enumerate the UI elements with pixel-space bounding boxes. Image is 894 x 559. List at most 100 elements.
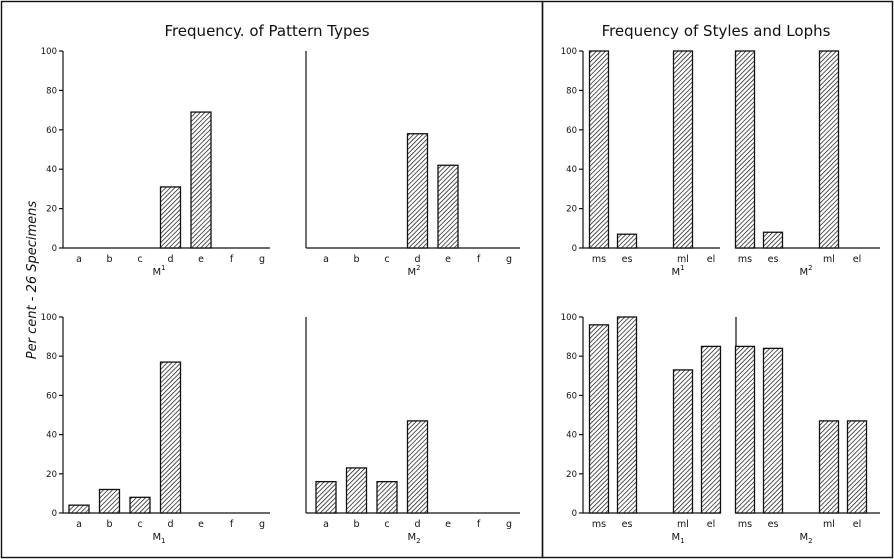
bar-a	[68, 504, 90, 514]
bar-el	[846, 420, 868, 514]
x-tick-label-g: g	[259, 519, 265, 530]
y-tick-label: 60	[566, 391, 577, 401]
x-tick-label-a: a	[76, 254, 82, 265]
x-tick-label-a: a	[76, 519, 82, 530]
y-tick-label: 0	[572, 244, 577, 254]
panel-label: M2	[407, 532, 420, 545]
chart-panel-5: 0 20 40 60 80 100 ms es ml el M1	[561, 47, 720, 278]
x-tick-label-b: b	[353, 519, 359, 530]
bar-ms	[734, 345, 756, 514]
x-tick-label-e: e	[445, 519, 451, 530]
y-tick-label: 0	[52, 509, 57, 519]
x-tick-label-b: b	[106, 254, 112, 265]
title-pattern-types: Frequency. of Pattern Types	[164, 22, 369, 40]
x-tick-label-el: el	[707, 519, 715, 530]
x-tick-label-f: f	[230, 519, 234, 530]
bar-b	[345, 467, 368, 514]
panels: 0 20 40 60 80 100 a b c d e f g M1 a b c d e f g M2 0 20 40 60 80 1…	[41, 47, 880, 545]
x-tick-label-ml: ml	[823, 519, 835, 530]
bar-ms	[734, 50, 756, 249]
x-tick-label-c: c	[384, 519, 389, 530]
bar-es	[762, 347, 784, 514]
x-tick-label-d: d	[414, 519, 420, 530]
y-axis-label: Per cent - 26 Specimens	[25, 201, 40, 360]
x-tick-label-g: g	[506, 254, 512, 265]
bar-d	[406, 133, 429, 249]
x-tick-label-el: el	[853, 254, 861, 265]
panel-label: M2	[799, 264, 812, 278]
bar-b	[98, 488, 121, 514]
x-tick-label-ms: ms	[738, 519, 752, 530]
x-tick-label-d: d	[167, 519, 173, 530]
title-styles-lophs: Frequency of Styles and Lophs	[602, 22, 831, 40]
x-tick-label-c: c	[384, 254, 389, 265]
x-tick-label-es: es	[622, 254, 633, 265]
x-tick-label-f: f	[477, 254, 481, 265]
panel-label: M1	[152, 264, 165, 278]
x-tick-label-e: e	[198, 519, 204, 530]
y-tick-label: 60	[46, 391, 57, 401]
panel-label: M1	[671, 264, 684, 278]
y-tick-label: 0	[572, 509, 577, 519]
panel-label: M2	[407, 264, 420, 278]
x-tick-label-a: a	[323, 519, 329, 530]
bar-d	[159, 186, 182, 249]
x-tick-label-a: a	[323, 254, 329, 265]
bar-ml	[818, 50, 840, 249]
x-tick-label-el: el	[853, 519, 861, 530]
x-tick-label-ml: ml	[677, 254, 689, 265]
x-tick-label-g: g	[506, 519, 512, 530]
y-tick-label: 40	[566, 165, 577, 175]
y-tick-label: 80	[566, 86, 577, 96]
x-tick-label-ms: ms	[738, 254, 752, 265]
y-tick-label: 100	[561, 313, 577, 323]
y-tick-label: 20	[566, 205, 577, 215]
y-tick-label: 20	[566, 470, 577, 480]
frame-pattern-types	[0, 0, 544, 559]
x-tick-label-b: b	[106, 519, 112, 530]
bar-ml	[818, 420, 840, 514]
x-tick-label-ms: ms	[592, 519, 606, 530]
panel-label: M1	[671, 532, 684, 545]
x-tick-label-d: d	[167, 254, 173, 265]
x-tick-label-es: es	[768, 519, 779, 530]
y-tick-label: 20	[46, 205, 57, 215]
y-tick-label: 80	[46, 86, 57, 96]
y-tick-label: 20	[46, 470, 57, 480]
bar-e	[190, 111, 212, 249]
bar-es	[762, 231, 784, 249]
chart-panel-2: a b c d e f g M2	[305, 51, 520, 278]
bar-es	[616, 316, 638, 514]
bar-el	[700, 345, 722, 514]
x-tick-label-b: b	[353, 254, 359, 265]
bar-ms	[588, 324, 610, 514]
x-tick-label-c: c	[137, 254, 142, 265]
y-tick-label: 40	[566, 431, 577, 441]
x-tick-label-ml: ml	[823, 254, 835, 265]
x-tick-label-ml: ml	[677, 519, 689, 530]
x-tick-label-el: el	[707, 254, 715, 265]
x-tick-label-es: es	[622, 519, 633, 530]
bar-e	[437, 164, 459, 249]
x-tick-label-es: es	[768, 254, 779, 265]
chart-panel-8: ms es ml el M2	[734, 317, 880, 545]
chart-panel-3: 0 20 40 60 80 100 a b c d e f g M1	[41, 313, 270, 545]
chart-panel-1: 0 20 40 60 80 100 a b c d e f g M1	[41, 47, 270, 278]
x-tick-label-d: d	[414, 254, 420, 265]
x-tick-label-g: g	[259, 254, 265, 265]
y-tick-label: 40	[46, 431, 57, 441]
chart-panel-4: a b c d e f g M2	[305, 317, 520, 545]
bar-a	[315, 480, 337, 514]
panel-label: M1	[152, 532, 165, 545]
y-tick-label: 100	[41, 47, 57, 57]
y-tick-label: 40	[46, 165, 57, 175]
y-tick-label: 60	[566, 126, 577, 136]
bar-ms	[588, 50, 610, 249]
y-tick-label: 80	[46, 352, 57, 362]
bar-d	[159, 361, 182, 514]
chart-panel-6: ms es ml el M2	[734, 50, 880, 278]
chart-panel-7: 0 20 40 60 80 100 ms es ml el M1	[561, 313, 722, 545]
x-tick-label-c: c	[137, 519, 142, 530]
bar-ml	[672, 50, 694, 249]
x-tick-label-e: e	[198, 254, 204, 265]
